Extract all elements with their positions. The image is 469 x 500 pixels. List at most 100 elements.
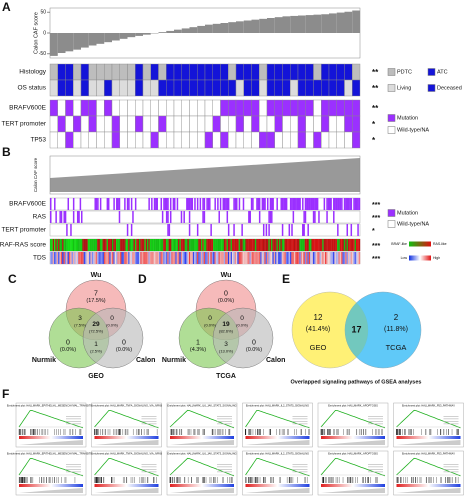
- heatmap-cell: [136, 239, 138, 251]
- plot-frame: [49, 155, 361, 195]
- heatmap-cell: [243, 131, 252, 149]
- bar: [267, 18, 275, 33]
- bar: [104, 33, 112, 43]
- heatmap-cell: [153, 252, 156, 264]
- heatmap-cell: [67, 198, 70, 210]
- heatmap-cell: [113, 252, 115, 264]
- rank-bar: [94, 436, 159, 439]
- heatmap-cell: [51, 252, 53, 264]
- heatmap-cell: [86, 252, 88, 264]
- heatmap-cell: [249, 252, 251, 264]
- heatmap-cell: [316, 239, 319, 251]
- heatmap-cell: [55, 239, 57, 251]
- heatmap-cell: [249, 211, 251, 223]
- heatmap-cell: [214, 239, 216, 251]
- bar: [282, 16, 291, 33]
- heatmap-cell: [223, 252, 226, 264]
- heatmap-cell: [274, 79, 283, 97]
- bar: [220, 23, 229, 33]
- heatmap-cell: [97, 198, 99, 210]
- heatmap-cell: [60, 239, 63, 251]
- heatmap-cell: [328, 115, 337, 133]
- heatmap-cell: [321, 63, 330, 81]
- heatmap-cell: [72, 211, 75, 223]
- bar: [228, 22, 236, 33]
- heatmap-cell: [190, 252, 192, 264]
- legend-swatch: [427, 68, 436, 76]
- heatmap-cell: [346, 252, 349, 264]
- heatmap-cell: [228, 115, 237, 133]
- heatmap-cell: [72, 252, 75, 264]
- heatmap-cell: [230, 252, 233, 264]
- region-percent: (13.0%): [219, 349, 234, 354]
- heatmap-cell: [226, 211, 229, 223]
- heatmap-cell: [63, 211, 65, 223]
- heatmap-cell: [231, 239, 234, 251]
- heatmap-cell: [313, 99, 322, 117]
- heatmap-cell: [234, 252, 237, 264]
- stat-line: [141, 423, 157, 425]
- heatmap-cell: [352, 63, 361, 81]
- heatmap-cell: [135, 131, 144, 149]
- heatmap-cell: [306, 198, 308, 210]
- heatmap-cell: [183, 239, 185, 251]
- significance: *: [372, 136, 376, 145]
- heatmap-cell: [167, 239, 169, 251]
- heatmap-cell: [160, 239, 163, 251]
- heatmap-cell: [140, 252, 142, 264]
- heatmap-cell: [226, 239, 229, 251]
- heatmap-cell: [49, 131, 58, 149]
- heatmap-cell: [127, 131, 136, 149]
- heatmap-cell: [181, 63, 190, 81]
- heatmap-cell: [318, 239, 320, 251]
- stat-line: [217, 464, 232, 465]
- region-percent: (17.5%): [86, 298, 105, 304]
- heatmap-cell: [212, 99, 221, 117]
- heatmap-cell: [164, 252, 167, 264]
- heatmap-cell: [73, 115, 82, 133]
- legend-swatch: [387, 209, 396, 217]
- region-count: 0: [208, 315, 212, 322]
- heatmap-cell: [94, 252, 96, 264]
- score-area: [50, 158, 360, 192]
- heatmap-cell: [158, 115, 167, 133]
- bar: [251, 19, 260, 33]
- bar: [236, 21, 244, 33]
- heatmap-cell: [186, 252, 188, 264]
- heatmap-cell: [158, 131, 167, 149]
- stat-line: [368, 416, 383, 417]
- heatmap-cell: [98, 252, 101, 264]
- region-percent: (0.0%): [106, 323, 118, 328]
- heatmap-cell: [249, 239, 251, 251]
- heatmap-cell: [169, 198, 172, 210]
- heatmap-cell: [264, 239, 266, 251]
- plot-frame: [393, 402, 464, 448]
- heatmap-cell: [132, 252, 134, 264]
- heatmap-cell: [113, 239, 115, 251]
- heatmap-cell: [242, 198, 245, 210]
- heatmap-cell: [88, 99, 97, 117]
- y-tick-label: -50: [39, 51, 46, 57]
- heatmap-cell: [300, 252, 303, 264]
- heatmap-cell: [260, 239, 262, 251]
- heatmap-cell: [295, 252, 297, 264]
- heatmap-cell: [250, 198, 253, 210]
- caption: GEO: [88, 373, 104, 380]
- heatmap-cell: [315, 239, 318, 251]
- heatmap-cell: [298, 252, 300, 264]
- heatmap-cell: [99, 198, 102, 210]
- heatmap-cell: [171, 252, 173, 264]
- heatmap-cell: [225, 252, 227, 264]
- heatmap-cell: [214, 198, 216, 210]
- plot-title: Enrichment plot: HALLMARK_IL2_STAT5_SIGN…: [246, 452, 309, 456]
- heatmap-cell: [182, 239, 184, 251]
- heatmap-cell: [350, 224, 353, 236]
- heatmap-cell: [200, 252, 203, 264]
- heatmap-cell: [189, 79, 198, 97]
- heatmap-cell: [178, 239, 180, 251]
- heatmap-cell: [151, 198, 153, 210]
- heatmap-cell: [64, 239, 67, 251]
- bar: [166, 30, 174, 33]
- heatmap-cell: [135, 79, 144, 97]
- heatmap-cell: [312, 211, 315, 223]
